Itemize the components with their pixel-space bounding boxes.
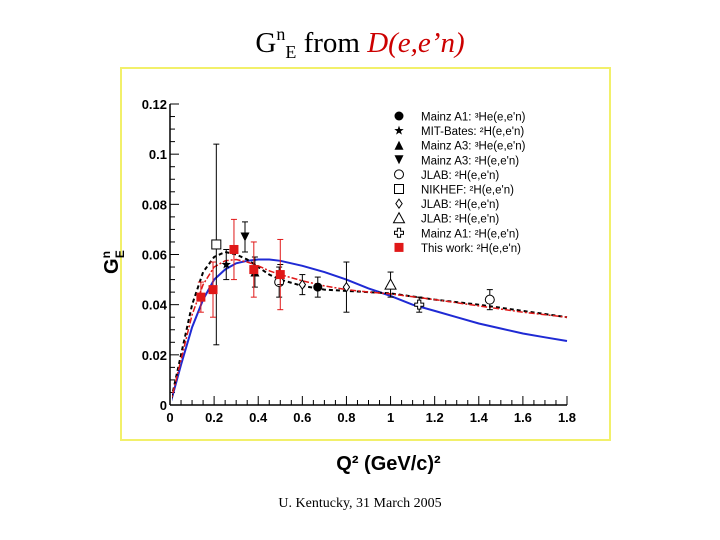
x-tick-label: 0.4 bbox=[249, 410, 268, 425]
title-subscript: E bbox=[285, 42, 297, 62]
legend-label: JLAB: ²H(e,e'n) bbox=[421, 199, 499, 211]
data-point-open-circle bbox=[484, 294, 495, 305]
data-point-filled-circle bbox=[313, 282, 323, 292]
legend-label: Mainz A3: ³He(e,e'n) bbox=[421, 141, 526, 153]
data-point-red-square bbox=[196, 292, 206, 302]
x-tick-label: 1.4 bbox=[470, 410, 489, 425]
title-middle: from bbox=[296, 27, 368, 59]
data-point-filled-star bbox=[221, 259, 231, 269]
data-point-open-square bbox=[211, 239, 222, 250]
y-tick-label: 0 bbox=[160, 398, 167, 413]
chart-curves bbox=[172, 250, 568, 402]
y-tick-label: 0.06 bbox=[142, 248, 167, 263]
title-reaction: D(e,e’n) bbox=[367, 27, 465, 59]
chart-points bbox=[196, 143, 495, 346]
x-tick-label: 1.2 bbox=[426, 410, 444, 425]
title-symbol: G bbox=[255, 27, 277, 59]
curve-solid-blue bbox=[172, 258, 568, 402]
data-point-open-diamond bbox=[342, 281, 351, 293]
y-tick-label: 0.08 bbox=[142, 197, 167, 212]
legend-label: JLAB: ²H(e,e'n) bbox=[421, 214, 499, 226]
data-point-open-diamond bbox=[298, 279, 307, 290]
legend-marker-filled-triangle-down bbox=[394, 155, 404, 165]
data-point-filled-triangle-down bbox=[240, 232, 250, 242]
data-point-red-square bbox=[275, 270, 285, 280]
x-axis-label: Q² (GeV/c)² bbox=[336, 453, 441, 475]
legend-marker-open-cross bbox=[394, 227, 404, 238]
curve-dashed-black bbox=[172, 250, 568, 401]
x-tick-label: 0 bbox=[166, 410, 173, 425]
data-point-red-square bbox=[208, 285, 218, 295]
legend-label: Mainz A1: ²H(e,e'n) bbox=[421, 228, 519, 240]
chart-legend: Mainz A1: ³He(e,e'n) MIT-Bates: ²H(e,e'n)… bbox=[392, 111, 526, 255]
x-tick-label: 1.8 bbox=[558, 410, 576, 425]
x-tick-label: 1.6 bbox=[514, 410, 532, 425]
y-tick-label: 0.1 bbox=[149, 147, 167, 162]
title-superscript: n bbox=[276, 24, 286, 44]
legend-marker-open-triangle-up bbox=[392, 211, 406, 224]
legend-marker-filled-triangle-up bbox=[394, 140, 404, 150]
plot-frame bbox=[120, 67, 611, 441]
legend-label: Mainz A3: ²H(e,e'n) bbox=[421, 155, 519, 167]
y-tick-label: 0.12 bbox=[142, 97, 167, 112]
legend-marker-open-diamond bbox=[395, 198, 403, 209]
data-point-open-triangle-up bbox=[384, 278, 397, 290]
page-title: GnE from D(e,e’n) bbox=[0, 24, 720, 63]
y-tick-label: 0.04 bbox=[142, 298, 168, 313]
chart-labels: 0 0.2 0.4 0.6 0.8 1 1.2 1.4 1.6 1.8 0 0.02 0.04 0.06 0… bbox=[99, 97, 576, 475]
legend-marker-filled-circle bbox=[394, 111, 404, 121]
y-axis-label: GnE bbox=[99, 250, 127, 274]
x-tick-label: 0.2 bbox=[205, 410, 223, 425]
legend-label: Mainz A1: ³He(e,e'n) bbox=[421, 112, 526, 124]
x-tick-label: 1 bbox=[387, 410, 394, 425]
legend-marker-open-square bbox=[394, 184, 404, 194]
legend-marker-red-square bbox=[394, 242, 404, 252]
footer-caption: U. Kentucky, 31 March 2005 bbox=[278, 496, 442, 511]
chart-axes bbox=[169, 103, 568, 406]
y-tick-label: 0.02 bbox=[142, 348, 167, 363]
legend-label: MIT-Bates: ²H(e,e'n) bbox=[421, 126, 524, 138]
x-tick-label: 0.8 bbox=[337, 410, 355, 425]
legend-marker-open-circle bbox=[394, 169, 404, 180]
legend-marker-filled-star bbox=[394, 125, 404, 135]
legend-label: JLAB: ²H(e,e'n) bbox=[421, 170, 499, 182]
legend-label: This work: ²H(e,e'n) bbox=[421, 243, 521, 255]
data-point-open-cross bbox=[414, 299, 425, 310]
legend-label: NIKHEF: ²H(e,e'n) bbox=[421, 185, 514, 197]
data-point-red-square bbox=[249, 265, 259, 275]
curve-dashdot-red bbox=[172, 258, 568, 400]
data-point-red-square bbox=[229, 244, 239, 254]
x-tick-label: 0.6 bbox=[293, 410, 311, 425]
y-axis-label-text: GnE bbox=[99, 250, 127, 274]
